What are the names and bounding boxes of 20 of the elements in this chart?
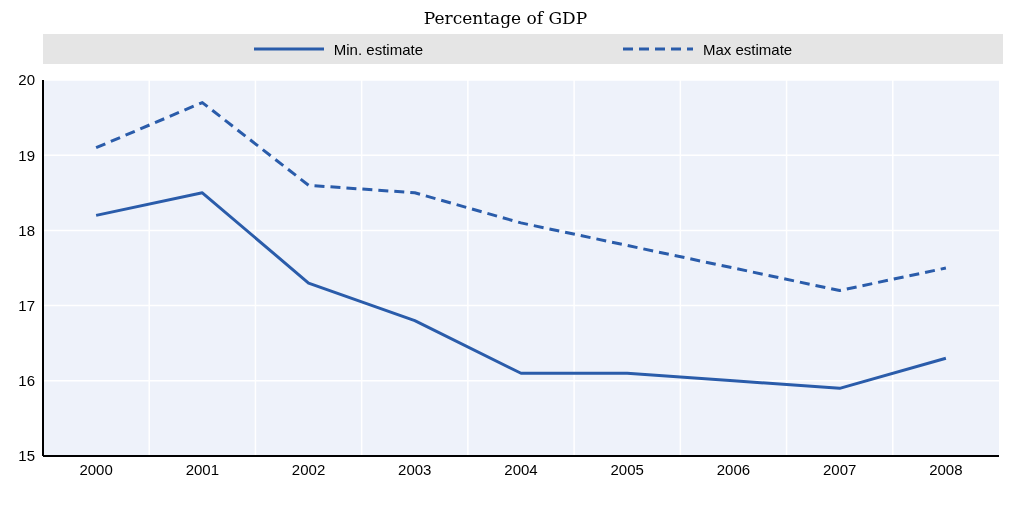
line-series <box>94 191 948 390</box>
x-tick-label: 2000 <box>79 460 113 478</box>
chart-subtitle: Percentage of GDP <box>422 8 589 28</box>
x-tick-label: 2003 <box>398 460 432 478</box>
legend-label: Min. estimate <box>333 40 423 58</box>
x-tick-label: 2001 <box>185 460 220 478</box>
line-series <box>94 101 948 293</box>
x-tick-label: 2008 <box>929 460 963 478</box>
legend-label: Max estimate <box>703 40 793 58</box>
y-tick-label: 17 <box>18 296 35 314</box>
x-tick-label: 2007 <box>822 460 857 478</box>
x-tick-label: 2005 <box>610 460 644 478</box>
x-tick-label: 2002 <box>291 460 326 478</box>
y-tick-label: 15 <box>18 447 35 465</box>
y-tick-label: 16 <box>18 372 35 390</box>
y-tick-label: 18 <box>18 221 35 239</box>
x-tick-label: 2004 <box>504 460 538 478</box>
x-tick-label: 2006 <box>716 460 751 478</box>
y-tick-label: 20 <box>18 71 35 89</box>
y-tick-label: 19 <box>18 146 35 164</box>
